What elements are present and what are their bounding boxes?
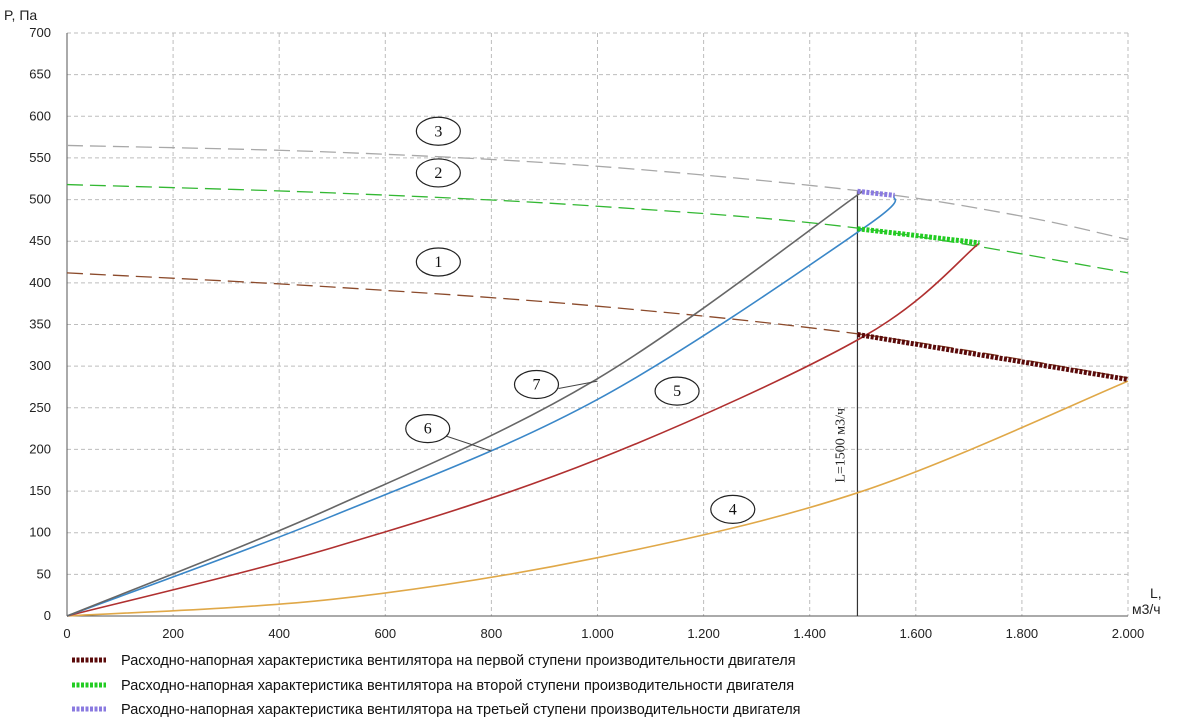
curve-labels: 1 2 3 4 5 6 7 xyxy=(405,116,756,524)
x-axis-title-line2: м3/ч xyxy=(1132,601,1161,617)
leader-line-6 xyxy=(441,434,492,452)
y-tick-label: 300 xyxy=(29,358,51,373)
x-tick-label: 2.000 xyxy=(1112,626,1145,641)
x-tick-label: 0 xyxy=(63,626,70,641)
y-tick-label: 350 xyxy=(29,317,51,332)
stage-1-segment xyxy=(857,332,1129,382)
x-tick-label: 1.400 xyxy=(793,626,826,641)
y-tick-label: 250 xyxy=(29,400,51,415)
legend-entry-3: Расходно-напорная характеристика вентиля… xyxy=(121,702,801,718)
legend: Расходно-напорная характеристика вентиля… xyxy=(72,653,801,718)
stage-3-segment xyxy=(857,188,895,198)
curves xyxy=(66,144,1129,617)
x-tick-label: 200 xyxy=(162,626,184,641)
curve-label-7: 7 xyxy=(532,376,540,393)
x-tick-label: 800 xyxy=(481,626,503,641)
y-tick-label: 400 xyxy=(29,275,51,290)
curve-label-1: 1 xyxy=(434,254,442,271)
y-tick-label: 200 xyxy=(29,441,51,456)
x-tick-labels: 0 200 400 600 800 1.000 1.200 1.400 1.600 1.800 2.… xyxy=(63,626,1144,641)
y-tick-label: 550 xyxy=(29,150,51,165)
y-tick-label: 50 xyxy=(37,566,51,581)
stage-2-segment xyxy=(857,226,980,246)
stage-markers xyxy=(857,188,1129,382)
curve-1 xyxy=(66,272,1129,379)
curve-label-circle-7 xyxy=(513,369,560,400)
curve-label-circle-1 xyxy=(415,247,461,277)
curve-label-circle-5 xyxy=(654,376,700,406)
y-tick-label: 700 xyxy=(29,25,51,40)
curve-label-circle-6 xyxy=(405,414,451,444)
curve-label-5: 5 xyxy=(673,383,681,400)
curve-label-3: 3 xyxy=(434,123,442,140)
y-tick-label: 450 xyxy=(29,233,51,248)
curve-5 xyxy=(66,242,980,617)
leader-line-7 xyxy=(558,380,598,389)
curve-label-4: 4 xyxy=(729,501,737,518)
grid-lines: L=1500 м3/ч xyxy=(66,32,1129,617)
curve-3 xyxy=(66,144,1129,241)
curve-label-circle-3 xyxy=(415,116,461,146)
curve-7 xyxy=(66,190,864,617)
curve-4 xyxy=(66,380,1129,617)
reference-line-label: L=1500 м3/ч xyxy=(833,408,848,483)
y-tick-label: 0 xyxy=(44,608,51,623)
x-tick-label: 1.000 xyxy=(581,626,614,641)
y-tick-label: 500 xyxy=(29,192,51,207)
y-tick-label: 100 xyxy=(29,525,51,540)
y-tick-label: 600 xyxy=(29,108,51,123)
curve-label-6: 6 xyxy=(424,421,432,438)
x-tick-label: 1.200 xyxy=(687,626,720,641)
x-tick-label: 1.600 xyxy=(900,626,933,641)
curve-2 xyxy=(66,183,1129,274)
y-axis-title: P, Па xyxy=(4,7,37,23)
x-tick-label: 600 xyxy=(374,626,396,641)
y-tick-label: 650 xyxy=(29,67,51,82)
x-axis-title-line1: L, xyxy=(1150,585,1162,601)
legend-entry-1: Расходно-напорная характеристика вентиля… xyxy=(121,653,796,669)
y-tick-labels: 0 50 100 150 200 250 300 350 400 450 500 550 600 650 7… xyxy=(29,25,51,623)
curve-label-circle-4 xyxy=(710,494,756,524)
y-tick-label: 150 xyxy=(29,483,51,498)
x-tick-label: 400 xyxy=(268,626,290,641)
x-tick-label: 1.800 xyxy=(1006,626,1039,641)
legend-entry-2: Расходно-напорная характеристика вентиля… xyxy=(121,678,794,694)
curve-label-2: 2 xyxy=(434,165,442,182)
curve-label-circle-2 xyxy=(415,158,461,188)
